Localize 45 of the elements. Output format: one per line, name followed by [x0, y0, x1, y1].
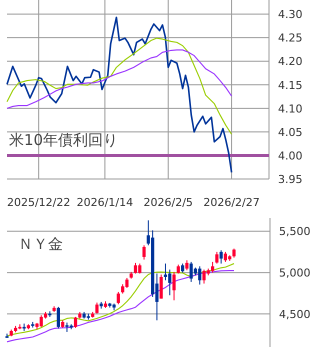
y-tick-label: 4.20 [278, 55, 302, 68]
candlestick [164, 263, 168, 281]
candlestick [138, 263, 142, 274]
candlestick [198, 266, 202, 286]
y-tick-label: 4.05 [278, 126, 302, 139]
y-tick-label: 4.30 [278, 8, 302, 22]
candlestick [142, 244, 146, 260]
x-tick-label: 2026/1/14 [76, 196, 134, 209]
candlestick [185, 260, 188, 271]
candlestick [160, 274, 163, 300]
line-series [6, 16, 232, 174]
candlestick [202, 269, 206, 284]
x-tick-label: 2025/12/22 [6, 196, 70, 209]
x-tick-label: 2026/2/27 [203, 196, 260, 209]
candlestick [215, 251, 218, 264]
candlestick [116, 291, 120, 305]
candlestick [224, 251, 228, 262]
candlestick [134, 262, 138, 274]
y-tick-label: 4.15 [278, 78, 302, 92]
y-tick-label: 5,500 [279, 225, 310, 238]
candlestick [121, 284, 124, 294]
candlestick [220, 250, 223, 264]
y-tick-label: 4.10 [278, 102, 302, 116]
candlestick [190, 261, 193, 282]
y-tick-label: 4.00 [278, 149, 302, 162]
y-tick-label: 4,500 [279, 308, 310, 321]
y-tick-label: 4.25 [278, 32, 302, 45]
y-tick-label: 3.95 [278, 173, 302, 186]
candlestick [125, 277, 129, 288]
line-series [6, 263, 235, 337]
candlestick [210, 261, 214, 274]
y-tick-label: 5,000 [279, 266, 310, 280]
line-series [6, 49, 232, 109]
text: 米10年債利回り [9, 131, 118, 149]
candlestick [65, 322, 69, 332]
candlestick [40, 314, 43, 328]
candlestick [95, 302, 99, 314]
candlestick [172, 271, 176, 301]
text: ＮＹ金 [18, 235, 63, 253]
candlestick [56, 306, 60, 330]
x-tick-label: 2026/2/5 [144, 196, 193, 209]
candlestick [232, 248, 236, 258]
candlestick [181, 263, 184, 274]
candlestick [74, 316, 78, 328]
candlestick [168, 269, 172, 296]
